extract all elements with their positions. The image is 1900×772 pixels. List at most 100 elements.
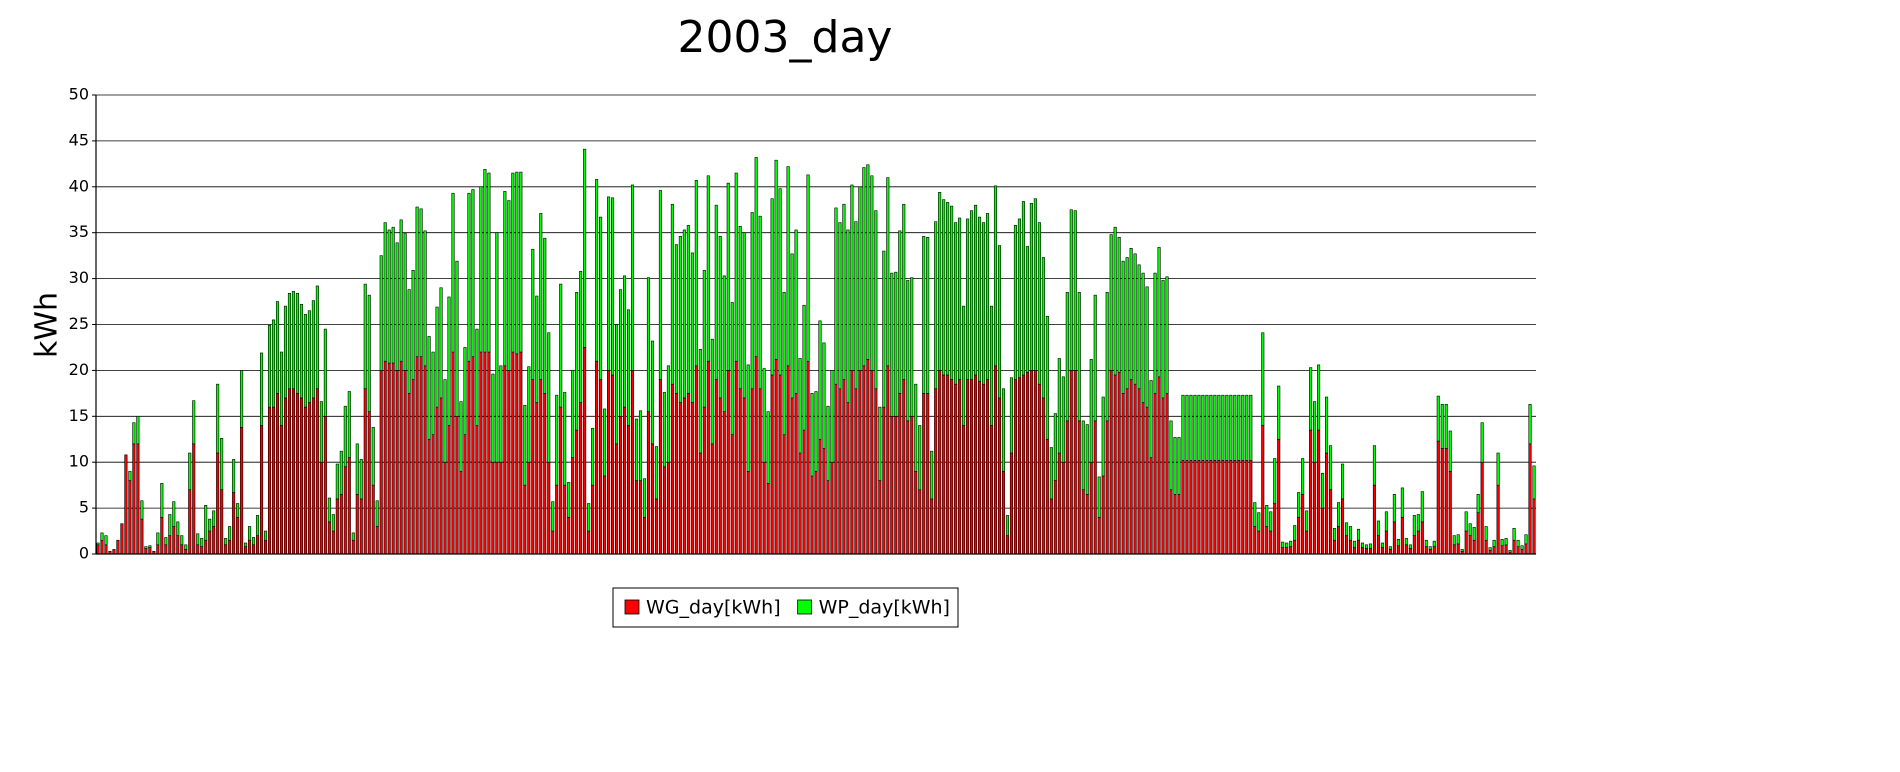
bar-segment — [670, 203, 674, 385]
bar-segment — [96, 544, 100, 555]
bar-segment — [854, 221, 858, 390]
bar-segment — [1396, 539, 1400, 547]
bar-segment — [650, 443, 654, 555]
bar-segment — [200, 538, 204, 547]
bar-segment — [930, 450, 934, 500]
bar-segment — [814, 391, 818, 472]
bar-segment — [830, 461, 834, 555]
bar-segment — [1329, 489, 1333, 555]
bar-segment — [750, 388, 754, 555]
bar-segment — [144, 548, 148, 555]
bar-segment — [698, 348, 702, 454]
bar-segment — [1141, 272, 1145, 403]
bar-segment — [1380, 547, 1384, 555]
bar-segment — [1049, 447, 1053, 500]
bar-segment — [1281, 547, 1285, 555]
bar-segment — [1021, 374, 1025, 555]
bar-segment — [1109, 234, 1113, 371]
bar-segment — [658, 190, 662, 380]
bar-segment — [419, 356, 423, 555]
bar-segment — [587, 530, 591, 555]
bar-segment — [459, 401, 463, 472]
bar-segment — [391, 362, 395, 555]
bar-segment — [862, 167, 866, 367]
bar-segment — [770, 198, 774, 376]
bar-segment — [826, 480, 830, 555]
bar-segment — [1089, 359, 1093, 463]
bar-segment — [1185, 394, 1189, 461]
bar-segment — [196, 533, 200, 546]
bar-segment — [726, 370, 730, 555]
bar-segment — [830, 370, 834, 463]
bar-segment — [1408, 548, 1412, 555]
bar-segment — [758, 215, 762, 390]
y-tick-label: 35 — [69, 222, 89, 241]
bar-segment — [363, 283, 367, 390]
bar-segment — [1097, 516, 1101, 555]
bar-segment — [555, 484, 559, 555]
bar-segment — [946, 374, 950, 555]
bar-segment — [132, 422, 136, 445]
bar-segment — [1309, 429, 1313, 555]
bar-segment — [690, 252, 694, 403]
bar-segment — [443, 379, 447, 463]
bar-segment — [156, 532, 160, 546]
bar-segment — [192, 443, 196, 555]
bar-segment — [283, 397, 288, 555]
bar-segment — [1516, 539, 1520, 547]
bar-segment — [415, 356, 419, 555]
bar-segment — [303, 314, 307, 408]
bar-segment — [894, 415, 898, 555]
bar-segment — [615, 324, 619, 445]
bar-segment — [974, 204, 978, 376]
bar-segment — [1105, 292, 1109, 422]
bar-segment — [842, 203, 846, 380]
bar-segment — [962, 305, 966, 426]
bar-segment — [419, 208, 423, 357]
bar-segment — [1077, 292, 1081, 422]
bar-segment — [615, 443, 619, 555]
bar-segment — [954, 222, 958, 385]
bar-segment — [591, 484, 595, 555]
bar-segment — [172, 526, 176, 555]
bar-segment — [379, 370, 383, 555]
bar-segment — [319, 461, 323, 555]
bar-segment — [100, 539, 104, 555]
bar-segment — [1364, 548, 1369, 555]
bar-segment — [571, 370, 575, 458]
bar-segment — [1341, 463, 1345, 500]
bar-segment — [962, 425, 966, 555]
bar-segment — [487, 172, 491, 353]
bar-segment — [527, 366, 531, 463]
bar-segment — [1352, 547, 1357, 555]
bar-segment — [1113, 226, 1117, 376]
bar-segment — [439, 287, 443, 399]
bar-segment — [878, 406, 882, 481]
bar-segment — [1321, 507, 1325, 555]
bar-segment — [1093, 420, 1097, 555]
bar-segment — [555, 394, 559, 486]
bar-segment — [547, 332, 551, 463]
bar-segment — [1249, 460, 1253, 555]
bar-segment — [1277, 385, 1281, 440]
bar-segment — [307, 310, 311, 403]
bar-segment — [403, 370, 407, 555]
bar-segment — [1025, 246, 1029, 373]
bar-segment — [1400, 516, 1404, 555]
bar-segment — [431, 351, 435, 435]
y-tick-label: 0 — [79, 544, 89, 563]
bar-segment — [1301, 494, 1305, 555]
y-tick-label: 15 — [69, 406, 89, 425]
bar-segment — [670, 383, 674, 555]
bar-segment — [403, 233, 407, 371]
bar-segment — [1133, 383, 1137, 555]
bar-segment — [1464, 511, 1468, 532]
bar-segment — [1448, 471, 1452, 555]
bar-segment — [914, 471, 918, 555]
bar-segment — [435, 406, 439, 555]
bar-segment — [989, 425, 994, 555]
bar-segment — [1392, 494, 1396, 523]
bar-segment — [950, 379, 954, 555]
bar-segment — [706, 175, 710, 362]
